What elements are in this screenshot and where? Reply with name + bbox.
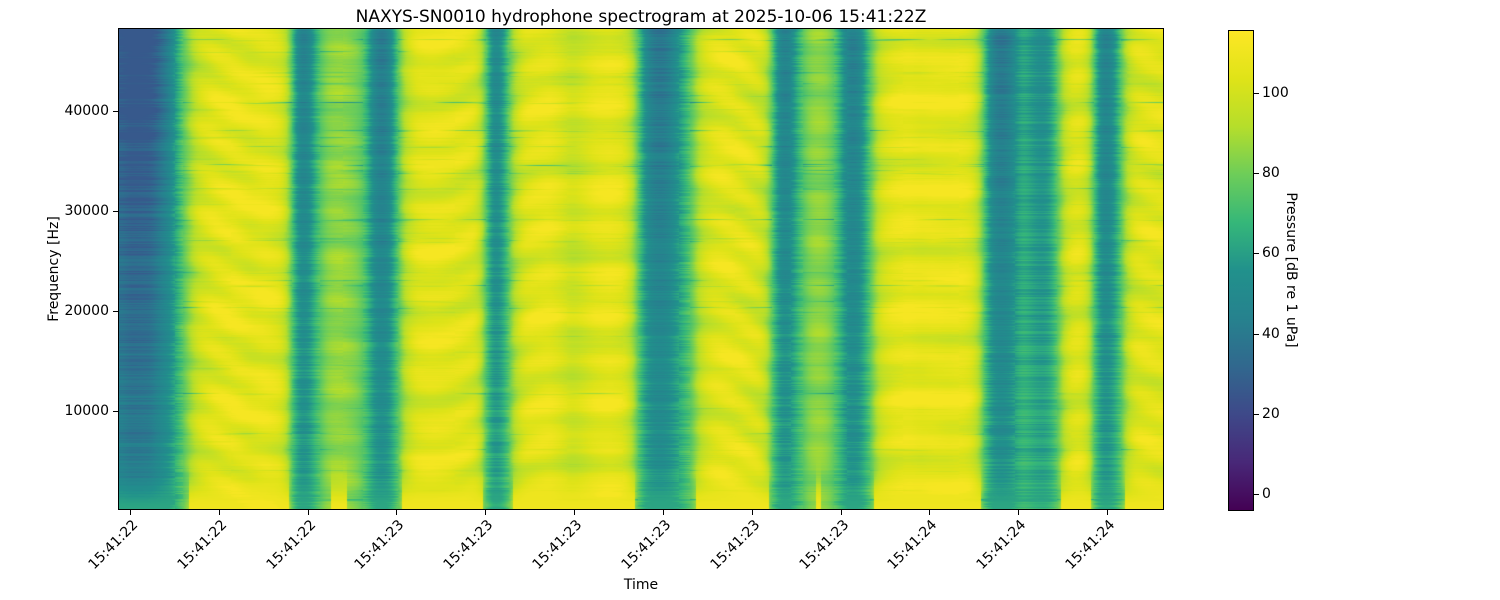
- x-tick-mark: [396, 510, 397, 515]
- x-tick-mark: [663, 510, 664, 515]
- x-tick-mark: [485, 510, 486, 515]
- colorbar-tick-mark: [1254, 173, 1259, 174]
- colorbar-tick-label: 60: [1262, 245, 1280, 261]
- y-tick-mark: [113, 411, 118, 412]
- colorbar-tick-mark: [1254, 414, 1259, 415]
- colorbar-tick-label: 40: [1262, 326, 1280, 342]
- spectrogram-heatmap-canvas: [119, 29, 1163, 509]
- x-tick-mark: [929, 510, 930, 515]
- y-tick-mark: [113, 211, 118, 212]
- x-tick-mark: [130, 510, 131, 515]
- y-tick-label: 30000: [64, 203, 109, 219]
- x-tick-mark: [752, 510, 753, 515]
- x-tick-mark: [1107, 510, 1108, 515]
- colorbar-label: Pressure [dB re 1 uPa]: [1283, 192, 1299, 348]
- x-tick-mark: [574, 510, 575, 515]
- y-tick-label: 20000: [64, 303, 109, 319]
- x-tick-mark: [219, 510, 220, 515]
- x-tick-mark: [1018, 510, 1019, 515]
- colorbar-tick-mark: [1254, 93, 1259, 94]
- colorbar-gradient: [1228, 30, 1254, 511]
- colorbar-tick-label: 20: [1262, 406, 1280, 422]
- colorbar-tick-mark: [1254, 494, 1259, 495]
- x-axis-label: Time: [623, 577, 659, 593]
- y-tick-mark: [113, 311, 118, 312]
- colorbar-tick-label: 80: [1262, 165, 1280, 181]
- colorbar-tick-label: 0: [1262, 486, 1271, 502]
- y-tick-mark: [113, 111, 118, 112]
- y-tick-label: 40000: [64, 103, 109, 119]
- colorbar-tick-mark: [1254, 334, 1259, 335]
- colorbar-tick-mark: [1254, 253, 1259, 254]
- chart-title: NAXYS-SN0010 hydrophone spectrogram at 2…: [355, 7, 927, 27]
- x-tick-mark: [308, 510, 309, 515]
- y-tick-label: 10000: [64, 403, 109, 419]
- x-tick-mark: [841, 510, 842, 515]
- colorbar-tick-label: 100: [1262, 85, 1289, 101]
